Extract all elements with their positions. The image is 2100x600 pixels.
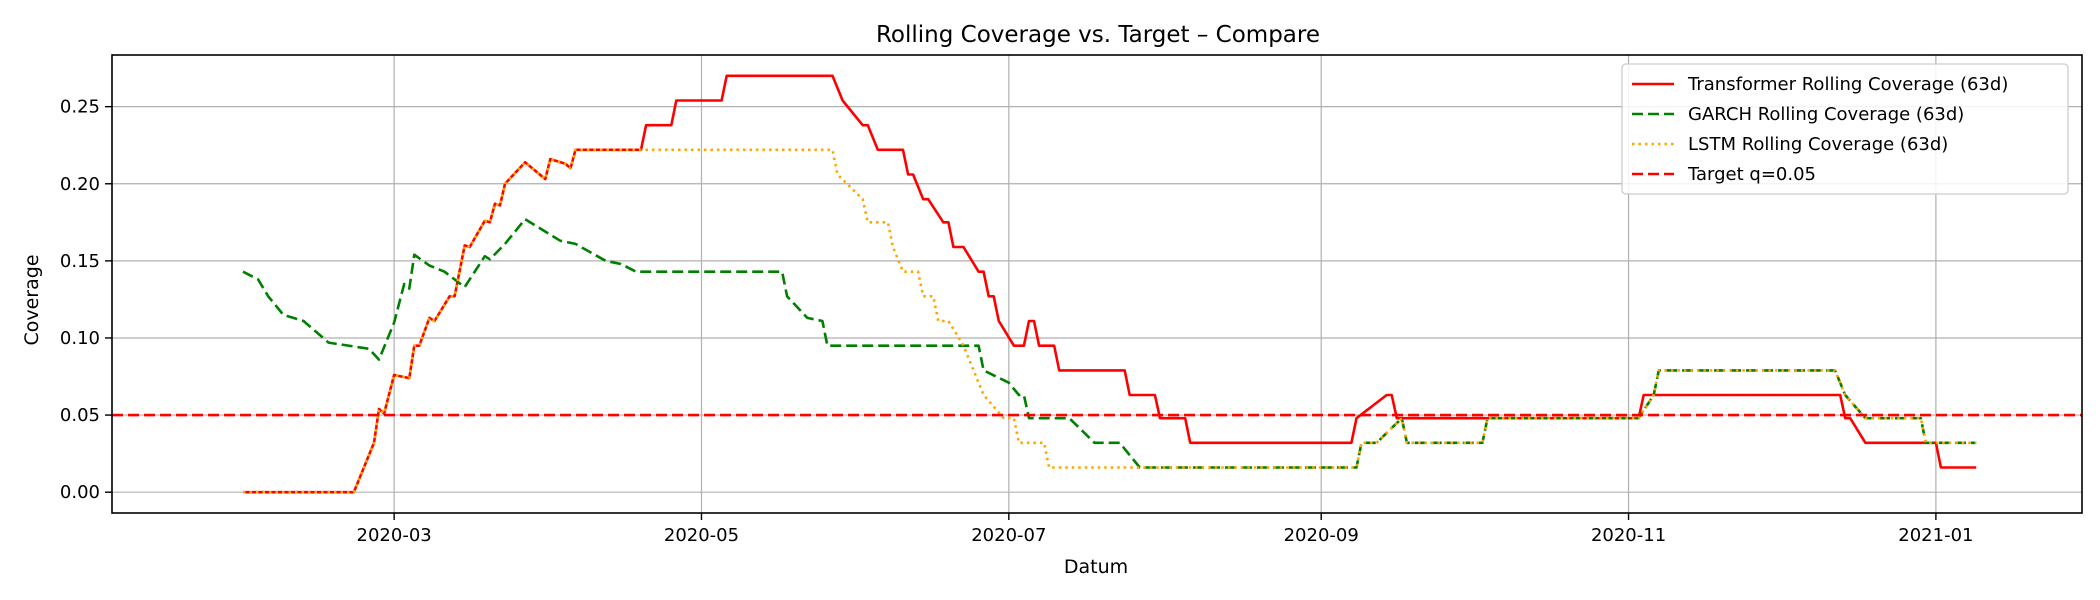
y-tick-label: 0.05 bbox=[60, 405, 100, 426]
series-line-1 bbox=[242, 217, 1977, 469]
chart-title: Rolling Coverage vs. Target – Compare bbox=[876, 22, 1320, 48]
y-tick-label: 0.20 bbox=[60, 174, 100, 195]
legend-entry: GARCH Rolling Coverage (63d) bbox=[1688, 104, 1964, 125]
x-tick-label: 2021-01 bbox=[1898, 525, 1973, 546]
x-tick-label: 2020-05 bbox=[664, 525, 739, 546]
x-tick-label: 2020-09 bbox=[1284, 525, 1359, 546]
legend-box bbox=[1621, 63, 2069, 195]
x-tick-label: 2020-07 bbox=[971, 525, 1046, 546]
legend-entry: Target q=0.05 bbox=[1687, 164, 1816, 185]
x-axis-label: Datum bbox=[1064, 556, 1128, 578]
y-tick-label: 0.25 bbox=[60, 97, 100, 118]
y-tick-label: 0.15 bbox=[60, 251, 100, 272]
y-tick-label: 0.10 bbox=[60, 328, 100, 349]
x-tick-label: 2020-11 bbox=[1591, 525, 1666, 546]
y-axis-label: Coverage bbox=[21, 254, 43, 345]
plot-frame bbox=[111, 54, 2083, 514]
series-group bbox=[112, 74, 2082, 494]
legend-entry: LSTM Rolling Coverage (63d) bbox=[1688, 134, 1948, 155]
y-tick-label: 0.00 bbox=[60, 482, 100, 503]
legend-entry: Transformer Rolling Coverage (63d) bbox=[1687, 74, 2008, 95]
x-tick-label: 2020-03 bbox=[357, 525, 432, 546]
legend: Transformer Rolling Coverage (63d) GARCH … bbox=[1621, 63, 2069, 195]
